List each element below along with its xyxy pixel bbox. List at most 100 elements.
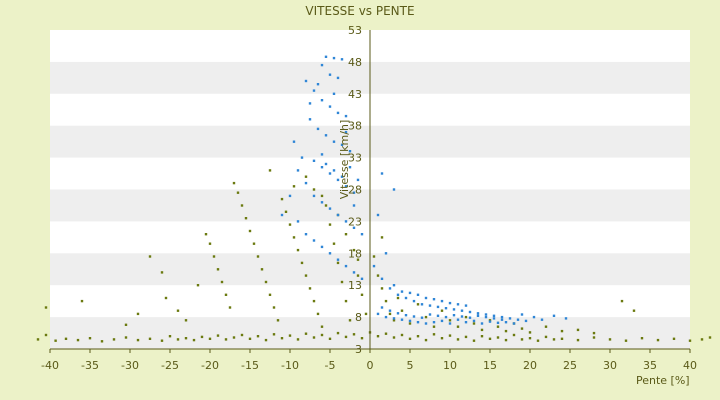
data-point-series-1 — [432, 333, 436, 336]
data-point-series-2 — [296, 220, 300, 223]
data-point-series-1 — [88, 337, 92, 340]
data-point-series-1 — [472, 339, 476, 342]
data-point-series-2 — [352, 226, 356, 229]
data-point-series-2 — [360, 277, 364, 280]
x-tick-label: -30 — [121, 359, 139, 372]
data-point-series-1 — [504, 338, 508, 342]
data-point-series-1 — [360, 293, 364, 296]
data-point-series-1 — [340, 280, 344, 284]
x-tick-label: -10 — [281, 359, 299, 372]
data-point-series-1 — [344, 335, 348, 339]
data-point-series-2 — [352, 204, 356, 207]
x-tick-label: -40 — [41, 359, 59, 372]
data-point-series-1 — [608, 338, 612, 341]
data-point-series-2 — [380, 172, 384, 175]
y-tick-label: 38 — [348, 120, 362, 133]
data-point-series-1 — [54, 339, 57, 342]
data-point-series-1 — [276, 319, 280, 322]
data-point-series-2 — [360, 233, 364, 236]
data-point-series-2 — [376, 312, 380, 316]
data-point-series-1 — [76, 338, 80, 342]
data-point-series-1 — [488, 319, 492, 322]
y-axis-label: Vitesse [km/h] — [338, 120, 351, 200]
data-point-series-1 — [220, 280, 224, 284]
data-point-series-1 — [456, 338, 460, 341]
data-point-series-1 — [320, 194, 324, 198]
data-point-series-2 — [424, 296, 428, 300]
data-point-series-2 — [336, 76, 340, 80]
data-point-series-2 — [344, 264, 348, 268]
data-point-series-1 — [284, 210, 288, 213]
data-point-series-2 — [348, 166, 352, 169]
data-point-series-1 — [688, 339, 692, 342]
data-point-series-2 — [428, 304, 432, 307]
data-point-series-1 — [672, 337, 676, 340]
data-point-series-2 — [452, 308, 456, 311]
data-point-series-2 — [492, 317, 496, 320]
data-point-series-2 — [344, 130, 348, 134]
data-point-series-1 — [400, 309, 404, 312]
data-point-series-1 — [192, 338, 196, 342]
x-tick-label: -35 — [81, 359, 99, 372]
data-point-series-1 — [424, 315, 428, 319]
y-tick-label: 3 — [355, 343, 362, 356]
data-point-series-2 — [412, 315, 416, 318]
data-point-series-1 — [388, 312, 392, 316]
data-point-series-1 — [320, 333, 324, 337]
data-point-series-2 — [312, 159, 316, 162]
data-point-series-2 — [532, 315, 536, 319]
data-point-series-1 — [136, 338, 140, 342]
data-point-series-2 — [324, 134, 328, 137]
data-point-series-2 — [540, 318, 544, 321]
x-tick-label: 40 — [683, 359, 697, 372]
data-points — [36, 55, 712, 343]
data-point-series-1 — [472, 322, 476, 325]
data-point-series-1 — [336, 331, 340, 335]
data-point-series-2 — [464, 321, 468, 324]
data-point-series-1 — [384, 332, 388, 335]
data-point-series-2 — [336, 111, 340, 115]
y-tick-label: 48 — [348, 56, 362, 69]
data-point-series-1 — [328, 337, 332, 340]
data-point-series-2 — [396, 312, 400, 315]
data-point-series-1 — [160, 339, 164, 342]
data-point-series-1 — [376, 274, 380, 277]
data-point-series-2 — [404, 314, 408, 317]
x-tick-labels: -40 -35 -30 -25 -20 -15 -10 -5 0 5 10 15 20 25 30 35 40 — [41, 349, 697, 372]
data-point-series-1 — [224, 293, 228, 296]
data-point-series-1 — [392, 336, 396, 339]
data-point-series-2 — [312, 194, 316, 198]
data-point-series-1 — [356, 258, 360, 261]
data-point-series-2 — [320, 63, 324, 67]
data-point-series-2 — [408, 291, 412, 295]
x-tick-label: -5 — [325, 359, 336, 372]
data-point-series-1 — [228, 306, 232, 309]
data-point-series-1 — [236, 191, 240, 194]
data-point-series-1 — [496, 325, 500, 328]
data-point-series-1 — [400, 333, 404, 337]
data-point-series-1 — [296, 248, 300, 252]
data-point-series-1 — [268, 293, 272, 296]
y-tick-label: 23 — [348, 215, 362, 228]
data-point-series-1 — [308, 287, 312, 290]
data-point-series-2 — [320, 201, 324, 204]
data-point-series-1 — [304, 175, 308, 178]
data-point-series-2 — [336, 258, 340, 261]
data-point-series-1 — [160, 271, 164, 274]
data-point-series-1 — [440, 337, 444, 340]
data-point-series-2 — [404, 296, 408, 300]
data-point-series-2 — [400, 290, 404, 293]
data-point-series-2 — [392, 284, 396, 287]
data-point-series-1 — [184, 337, 188, 340]
data-point-series-1 — [280, 197, 284, 201]
x-tick-label: 20 — [523, 359, 537, 372]
data-point-series-1 — [328, 223, 332, 226]
x-axis-label: Pente [%] — [636, 374, 690, 387]
data-point-series-2 — [488, 320, 492, 323]
data-point-series-2 — [420, 303, 424, 306]
data-point-series-2 — [388, 309, 392, 312]
data-point-series-1 — [204, 233, 208, 236]
data-point-series-2 — [420, 316, 424, 319]
data-point-series-1 — [168, 335, 172, 338]
data-point-series-1 — [360, 337, 364, 340]
